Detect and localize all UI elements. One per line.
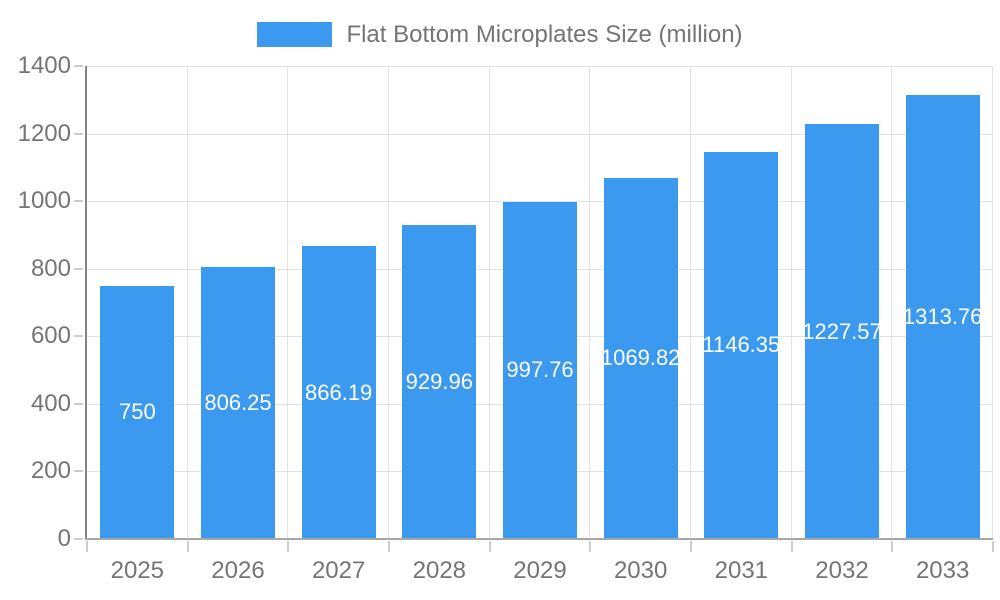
- x-tick-mark: [790, 541, 793, 552]
- y-tick-label: 0: [57, 525, 71, 552]
- gridline-vertical: [488, 66, 490, 539]
- y-tick-label: 600: [30, 322, 71, 350]
- y-tick-label: 800: [30, 254, 71, 282]
- bar: 929.96: [402, 224, 477, 539]
- bar-value-label: 866.19: [305, 379, 373, 405]
- y-tick-mark: [74, 538, 83, 540]
- x-tick-label: 2033: [915, 557, 970, 584]
- x-tick-mark: [589, 541, 592, 552]
- gridline-vertical: [287, 66, 289, 539]
- y-tick-mark: [74, 65, 83, 67]
- y-axis: 0 200 400 600 800 1000 1200 1400: [0, 52, 71, 552]
- y-tick-label: 400: [30, 389, 71, 417]
- x-tick-mark: [992, 541, 994, 552]
- y-tick-mark: [74, 470, 83, 473]
- bar-value-label: 997.76: [506, 357, 574, 383]
- x-tick-label: 2031: [714, 557, 769, 584]
- y-tick-mark: [74, 132, 83, 135]
- gridline-vertical: [992, 66, 993, 539]
- bar: 866.19: [301, 246, 376, 539]
- x-tick-mark: [387, 541, 390, 552]
- x-tick-mark: [186, 541, 189, 552]
- y-tick-mark: [74, 402, 83, 405]
- y-axis-line: [85, 66, 87, 540]
- x-tick-mark: [287, 541, 290, 552]
- bar: 750: [100, 285, 175, 539]
- x-axis-line: [85, 538, 993, 540]
- gridline-vertical: [589, 66, 591, 539]
- bar-value-label: 750: [118, 399, 156, 425]
- bar: 997.76: [503, 201, 577, 539]
- x-tick-label: 2028: [412, 557, 467, 584]
- bar-value-label: 806.25: [204, 389, 272, 415]
- gridline-vertical: [387, 66, 389, 539]
- x-tick-label: 2029: [513, 557, 567, 584]
- legend-label: Flat Bottom Microplates Size (million): [346, 20, 743, 48]
- y-tick-label: 1400: [17, 52, 71, 79]
- x-tick-label: 2026: [211, 557, 265, 584]
- y-tick-label: 200: [30, 457, 71, 485]
- x-tick-mark: [488, 541, 491, 552]
- x-axis: 2025 2026 2027 2028 2029 2030 2031 2032 2033: [87, 557, 993, 587]
- plot-area: 750 806.25 866.19 929.96 997.76 1069.82 1146.3…: [74, 65, 994, 552]
- bar: 1146.35: [702, 151, 781, 539]
- y-tick-mark: [74, 335, 83, 338]
- bar: 1069.82: [600, 177, 681, 539]
- x-tick-mark: [689, 541, 692, 552]
- bar-value-label: 1069.82: [600, 345, 681, 371]
- legend-swatch-icon: [257, 22, 333, 47]
- y-tick-label: 1200: [17, 119, 71, 147]
- gridline-vertical: [186, 66, 188, 539]
- bar: 806.25: [200, 266, 275, 539]
- x-tick-label: 2032: [815, 557, 869, 584]
- bar-value-label: 1146.35: [702, 332, 781, 358]
- bar-value-label: 929.96: [405, 368, 473, 394]
- bar-value-label: 1313.76: [902, 304, 983, 330]
- gridline-horizontal: [87, 201, 993, 203]
- gridline-horizontal: [87, 133, 993, 135]
- gridline-horizontal: [87, 66, 993, 67]
- gridline-vertical: [689, 66, 691, 539]
- y-tick-mark: [74, 267, 83, 270]
- bar: 1227.57: [802, 124, 882, 539]
- bar-value-label: 1227.57: [802, 318, 882, 344]
- x-tick-mark: [86, 541, 88, 552]
- y-tick-mark: [74, 200, 83, 203]
- y-tick-label: 1000: [17, 187, 71, 215]
- x-tick-label: 2027: [311, 557, 366, 584]
- bar: 1313.76: [902, 95, 983, 539]
- x-tick-label: 2030: [613, 557, 668, 584]
- gridline-vertical: [790, 66, 792, 539]
- gridline-vertical: [891, 66, 893, 539]
- chart-legend: Flat Bottom Microplates Size (million): [0, 21, 1000, 48]
- x-tick-label: 2025: [110, 557, 165, 584]
- x-tick-mark: [891, 541, 894, 552]
